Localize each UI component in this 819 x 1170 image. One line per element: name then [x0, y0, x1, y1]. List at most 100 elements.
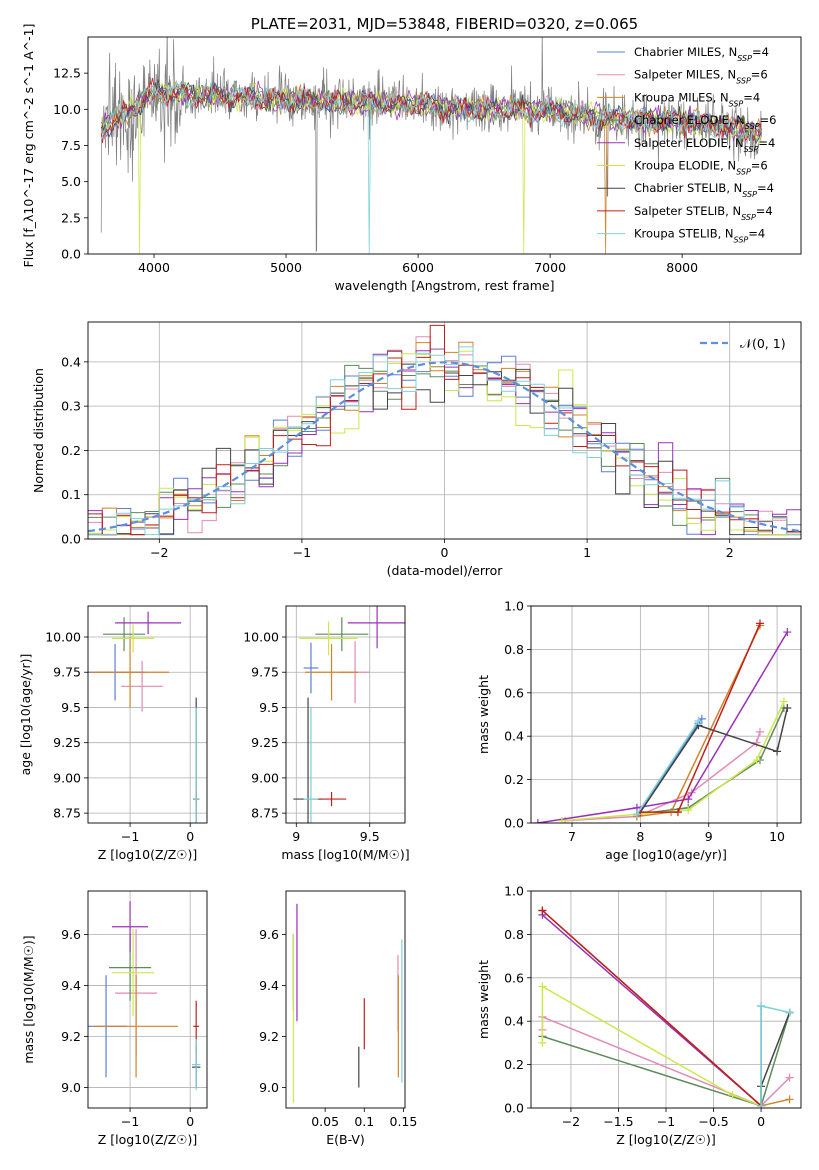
axes-border	[285, 605, 406, 824]
legend-label: Chabrier MILES, NSSP=4	[634, 45, 769, 63]
x-axis-label: Z [log10(Z/Z☉)]	[98, 847, 198, 862]
legend-label: Kroupa ELODIE, NSSP=6	[634, 159, 768, 177]
x-tick-label: −1	[657, 1114, 675, 1129]
plot-area	[538, 906, 794, 1108]
weight-marker	[783, 703, 792, 712]
y-tick-label: 9.25	[251, 735, 279, 750]
x-tick-label: 0.1	[354, 1114, 374, 1129]
y-tick-label: 10.0	[53, 102, 81, 117]
y-tick-label: 9.5	[259, 700, 279, 715]
x-tick-label: 2	[726, 545, 734, 560]
model-spectrum	[100, 80, 762, 142]
x-tick-label: 0.15	[390, 1114, 418, 1129]
y-tick-label: 2.5	[61, 210, 81, 225]
y-tick-label: 9.2	[61, 1029, 81, 1044]
axes-mass-vs-extinction: 0.05 0.1 0.15 9.0 9.2 9.4 9.6 E(B-V)	[259, 890, 418, 1147]
weight-marker	[752, 756, 761, 765]
weight-marker	[694, 717, 703, 726]
y-tick-label: 9.75	[53, 665, 81, 680]
x-tick-label: 0	[186, 829, 194, 844]
axes-age-vs-mass: 9 9.5 8.75 9.00 9.25 9.5 9.75 10.00 mass [log10(…	[243, 605, 410, 862]
x-axis-label: wavelength [Angstrom, rest frame]	[334, 278, 554, 293]
y-tick-label: 0.4	[61, 354, 81, 369]
x-tick-label: 4000	[138, 260, 170, 275]
weight-marker	[684, 795, 693, 804]
axes-border	[530, 605, 802, 824]
axes-frame: 4000 5000 6000 7000 8000 0.0 2.5 5.0 7.5 10.0 12.5…	[21, 15, 802, 293]
y-tick-label: 5.0	[61, 174, 81, 189]
model-spectrum	[100, 80, 762, 254]
y-tick-label: 9.0	[259, 1080, 279, 1095]
x-axis-label: mass [log10(M/M☉)]	[281, 847, 409, 862]
x-axis-label: E(B-V)	[326, 1132, 365, 1147]
y-tick-label: 0.2	[504, 772, 524, 787]
plot-area	[293, 606, 405, 823]
y-tick-label: 9.4	[259, 978, 279, 993]
x-tick-label: 7	[568, 829, 576, 844]
weight-line	[639, 707, 789, 813]
axes-frame: −2 −1.5 −1 −0.5 0 0.0 0.2 0.4 0.6 0.8 1.0 Z [log10(…	[476, 884, 802, 1147]
y-tick-label: 9.2	[259, 1029, 279, 1044]
axes-frame: 9 9.5 8.75 9.00 9.25 9.5 9.75 10.00 mass [log10(…	[243, 605, 410, 862]
histogram-step	[88, 346, 801, 536]
axes-border	[87, 890, 208, 1109]
x-tick-label: −2	[562, 1114, 580, 1129]
legend-label: Salpeter STELIB, NSSP=4	[634, 204, 773, 222]
x-tick-label: 0	[757, 1114, 765, 1129]
weight-marker	[538, 1038, 547, 1047]
x-tick-label: 7000	[534, 260, 566, 275]
y-axis-label: mass weight	[476, 960, 491, 1039]
x-tick-label: 5000	[270, 260, 302, 275]
weight-marker	[538, 982, 547, 991]
y-tick-label: 0.0	[61, 247, 81, 262]
weight-marker	[773, 747, 782, 756]
axes-border	[285, 890, 406, 1109]
x-tick-label: 8	[636, 829, 644, 844]
x-axis-label: (data-model)/error	[387, 563, 504, 578]
y-tick-label: 0.2	[504, 1057, 524, 1072]
axes-spectrum: 4000 5000 6000 7000 8000 0.0 2.5 5.0 7.5 10.0 12.5…	[21, 15, 802, 293]
y-tick-label: 8.75	[53, 806, 81, 821]
axes-frame: −1 0 9.0 9.2 9.4 9.6 Z [log10(Z/Z☉)] mass [log1…	[21, 890, 208, 1147]
legend-label: Chabrier ELODIE, NSSP=6	[634, 113, 776, 131]
axes-frame: 0.05 0.1 0.15 9.0 9.2 9.4 9.6 E(B-V)	[259, 890, 418, 1147]
weight-line	[537, 631, 788, 823]
x-tick-label: −1	[121, 829, 139, 844]
y-tick-label: 9.25	[53, 735, 81, 750]
y-tick-label: 0.0	[61, 532, 81, 547]
weight-marker	[757, 1002, 766, 1011]
y-tick-label: 1.0	[504, 884, 524, 899]
y-axis-label: mass [log10(M/M☉)]	[21, 935, 36, 1063]
weight-marker	[779, 697, 788, 706]
weight-marker	[728, 1090, 737, 1099]
x-tick-label: 8000	[666, 260, 698, 275]
y-tick-label: 10.00	[243, 630, 279, 645]
axes-residuals: −2 −1 0 1 2 0.0 0.1 0.2 0.3 0.4 (data-model)/error…	[31, 321, 802, 578]
normal-curve	[88, 361, 801, 533]
axes-border	[87, 605, 208, 824]
y-tick-label: 0.0	[504, 1101, 524, 1116]
x-tick-label: −2	[150, 545, 168, 560]
y-tick-label: 9.00	[251, 770, 279, 785]
x-tick-label: 1	[583, 545, 591, 560]
x-axis-label: Z [log10(Z/Z☉)]	[616, 1132, 716, 1147]
weight-marker	[757, 1101, 766, 1108]
y-axis-label: mass weight	[476, 675, 491, 754]
weight-line	[541, 909, 762, 1107]
y-tick-label: 0.6	[504, 685, 524, 700]
x-tick-label: 9	[705, 829, 713, 844]
y-tick-label: 7.5	[61, 138, 81, 153]
weight-marker	[785, 1008, 794, 1017]
histogram-step	[88, 324, 801, 536]
y-tick-label: 0.6	[504, 970, 524, 985]
x-tick-label: −1.5	[603, 1114, 633, 1129]
legend-label: Kroupa STELIB, NSSP=4	[634, 227, 765, 245]
legend: Chabrier MILES, NSSP=4 Salpeter MILES, NS…	[597, 45, 776, 244]
y-tick-label: 9.0	[61, 1080, 81, 1095]
weight-marker	[785, 1073, 794, 1082]
x-tick-label: 6000	[402, 260, 434, 275]
y-tick-label: 0.0	[504, 816, 524, 831]
axes-weight-vs-age: 7 8 9 10 0.0 0.2 0.4 0.6 0.8 1.0 age [log10(age/yr…	[476, 599, 802, 862]
y-tick-label: 8.75	[251, 806, 279, 821]
